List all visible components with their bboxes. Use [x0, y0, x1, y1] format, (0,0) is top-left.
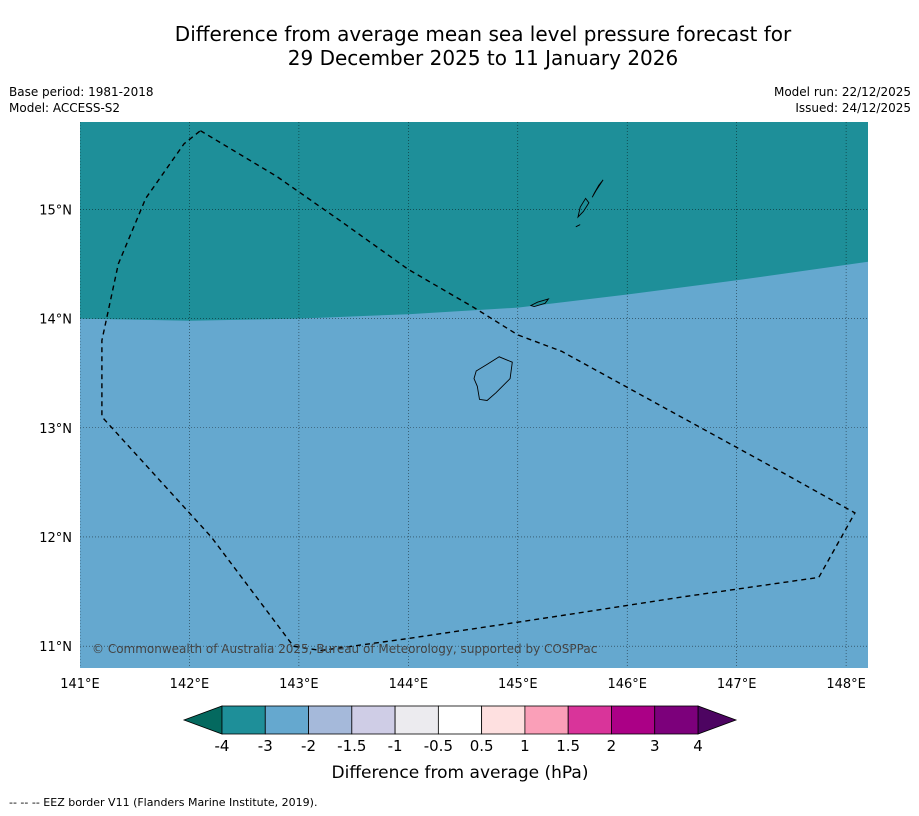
colorbar-label: -3	[258, 737, 273, 755]
base-period: Base period: 1981-2018	[9, 85, 154, 99]
colorbar-under-extension	[182, 705, 223, 735]
lat-tick-label: 11°N	[39, 640, 72, 655]
colorbar-over-extension	[697, 705, 738, 735]
colorbar-label: 0.5	[470, 737, 494, 755]
colorbar-segment	[654, 705, 699, 735]
colorbar-segment	[264, 705, 309, 735]
colorbar: -4 -3 -2 -1.5 -1 -0.5 0.5 1 1.5 2 3 4	[182, 705, 738, 755]
lon-tick-label: 141°E	[60, 677, 100, 692]
colorbar-segment	[308, 705, 353, 735]
axis-ticks: 141°E 142°E 143°E 144°E 145°E 146°E 147°E 148°E…	[39, 203, 866, 692]
island-rota	[529, 298, 550, 307]
lat-tick-label: 12°N	[39, 531, 72, 546]
lon-tick-label: 144°E	[389, 677, 429, 692]
colorbar-label: -4	[215, 737, 230, 755]
model-run: Model run: 22/12/2025	[773, 85, 911, 99]
colorbar-title: Difference from average (hPa)	[332, 763, 589, 783]
islands	[473, 179, 604, 401]
colorbar-segment	[567, 705, 612, 735]
lon-tick-label: 145°E	[498, 677, 538, 692]
colorbar-segment	[611, 705, 656, 735]
colorbar-segment	[394, 705, 439, 735]
colorbar-label: 4	[693, 737, 703, 755]
colorbar-segment	[437, 705, 483, 735]
colorbar-label: 3	[650, 737, 660, 755]
issued-date: Issued: 24/12/2025	[795, 101, 911, 115]
island-tinian	[577, 197, 590, 219]
copyright-text: © Commonwealth of Australia 2025, Bureau…	[92, 642, 597, 656]
model-name: Model: ACCESS-S2	[9, 101, 121, 115]
lat-tick-label: 14°N	[39, 313, 72, 328]
eez-footnote: -- -- -- EEZ border V11 (Flanders Marine…	[9, 796, 318, 809]
region-minus-4-to-minus-3	[80, 122, 868, 321]
lon-tick-label: 146°E	[607, 677, 647, 692]
island-saipan	[591, 179, 604, 198]
chart-title: Difference from average mean sea level p…	[0, 22, 919, 70]
colorbar-segment	[351, 705, 396, 735]
island-aguijan	[575, 224, 581, 228]
lon-tick-label: 143°E	[279, 677, 319, 692]
lon-tick-label: 147°E	[717, 677, 757, 692]
title-line-1: Difference from average mean sea level p…	[174, 22, 792, 46]
map-area	[80, 122, 868, 668]
colorbar-segment	[221, 705, 266, 735]
colorbar-label: -2	[301, 737, 316, 755]
colorbar-segment	[481, 705, 526, 735]
lon-tick-label: 148°E	[826, 677, 866, 692]
meta-right: Model run: 22/12/2025 Issued: 24/12/2025	[774, 84, 911, 116]
colorbar-label: -1.5	[337, 737, 366, 755]
colorbar-label: 2	[607, 737, 617, 755]
colorbar-label: 1	[520, 737, 530, 755]
lon-tick-label: 142°E	[170, 677, 210, 692]
eez-border	[101, 130, 856, 652]
colorbar-label: -0.5	[424, 737, 453, 755]
title-line-2: 29 December 2025 to 11 January 2026	[287, 46, 679, 70]
colorbar-segment	[524, 705, 569, 735]
meta-left: Base period: 1981-2018 Model: ACCESS-S2	[9, 84, 154, 116]
colorbar-label: 1.5	[556, 737, 580, 755]
island-guam	[473, 356, 513, 401]
lat-tick-label: 13°N	[39, 422, 72, 437]
lat-tick-label: 15°N	[39, 203, 72, 218]
colorbar-label: -1	[388, 737, 403, 755]
graticule	[80, 122, 868, 668]
